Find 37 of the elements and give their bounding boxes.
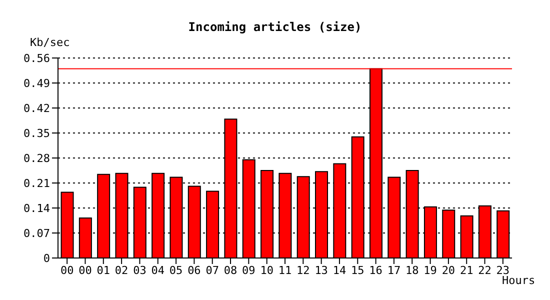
- x-tick-label: 08: [224, 264, 238, 277]
- x-tick-label: 01: [96, 264, 110, 277]
- y-tick-label: 0.56: [24, 52, 50, 65]
- x-tick-label: 00: [60, 264, 74, 277]
- y-tick-label: 0.14: [24, 202, 50, 215]
- x-tick-label: 13: [314, 264, 328, 277]
- x-tick-label: 05: [169, 264, 183, 277]
- x-tick-label: 19: [424, 264, 437, 277]
- x-tick-label: 12: [296, 264, 310, 277]
- y-tick-label: 0.21: [24, 176, 50, 190]
- y-tick-label: 0.49: [24, 76, 50, 90]
- x-tick-label: 14: [332, 264, 346, 277]
- y-tick-label: 0.42: [24, 102, 50, 115]
- x-tick-label: 18: [405, 264, 419, 277]
- y-axis-title: Kb/sec: [30, 36, 70, 49]
- x-tick-label: 16: [369, 264, 382, 277]
- y-tick-label: 0.07: [24, 226, 50, 240]
- x-tick-label: 00: [78, 264, 92, 277]
- x-tick-label: 11: [278, 264, 292, 277]
- x-tick-label: 10: [260, 264, 274, 277]
- y-tick-label: 0.35: [24, 126, 50, 140]
- x-axis-title: Hours: [502, 274, 536, 287]
- x-tick-label: 07: [206, 264, 219, 277]
- x-tick-label: 09: [242, 264, 256, 277]
- x-tick-label: 15: [351, 264, 364, 277]
- chart-title: Incoming articles (size): [187, 20, 363, 34]
- x-tick-label: 22: [478, 264, 492, 277]
- y-tick-label: 0.28: [24, 152, 50, 165]
- x-tick-label: 23: [496, 264, 510, 277]
- y-tick-label: 0: [43, 252, 50, 265]
- x-tick-label: 06: [188, 264, 201, 277]
- x-tick-label: 21: [460, 264, 474, 277]
- x-tick-label: 02: [114, 264, 128, 277]
- x-tick-label: 04: [151, 264, 165, 277]
- x-tick-label: 20: [442, 264, 456, 277]
- x-tick-label: 17: [387, 264, 401, 277]
- x-tick-label: 03: [133, 264, 146, 277]
